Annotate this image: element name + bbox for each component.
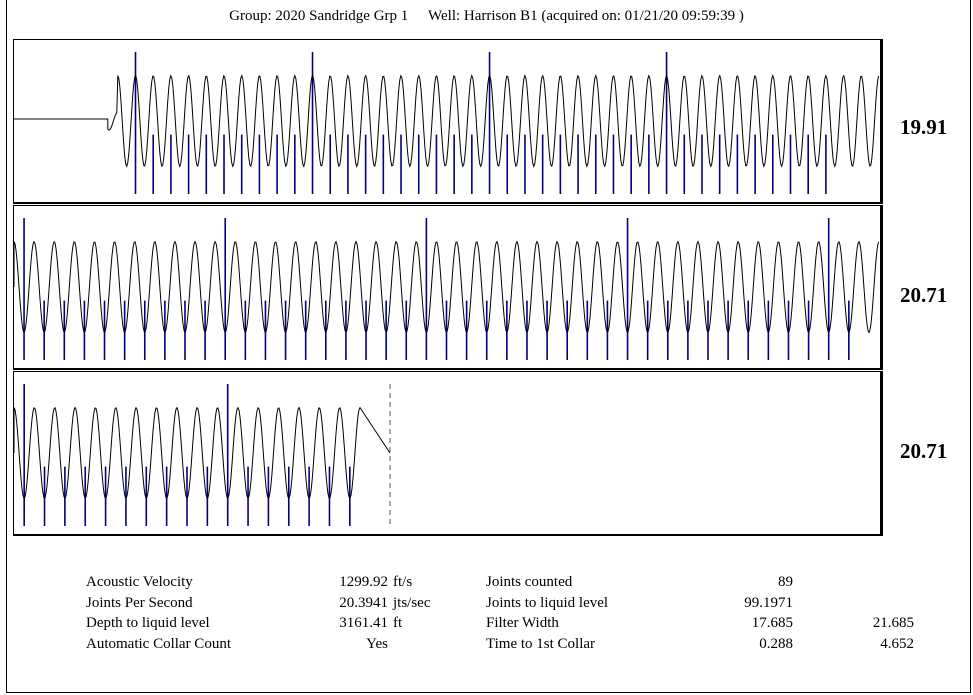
trace-svg-1 [14, 52, 879, 194]
joints-per-second-label: Joints Per Second [86, 594, 193, 611]
rate-label-3: 20.71 [900, 439, 948, 463]
extra-value-1 [818, 572, 914, 593]
param-values-left: 1299.92 20.3941 3161.41 Yes [300, 572, 388, 654]
velocity-unit: ft/s [393, 574, 413, 590]
param-labels-right: Joints counted Joints to liquid level Fi… [486, 572, 608, 654]
report-header: Group: 2020 Sandridge Grp 1 Well: Harris… [0, 8, 973, 25]
auto-collar-count-label: Automatic Collar Count [86, 635, 231, 652]
time-first-collar-value: 0.288 [759, 635, 793, 652]
time-first-collar-label: Time to 1st Collar [486, 635, 596, 652]
trace-panel-1 [13, 39, 883, 204]
acoustic-velocity-label: Acoustic Velocity [86, 574, 193, 590]
filter-width-secondary-value: 21.685 [872, 615, 914, 631]
joints-to-liquid-value: 99.1971 [744, 594, 793, 611]
extra-value-2 [818, 593, 914, 614]
filter-width-value: 17.685 [751, 615, 793, 631]
rate-label-1: 19.91 [900, 115, 948, 139]
acoustic-waveform [14, 240, 879, 334]
joints-per-second-value: 20.3941 [339, 594, 388, 611]
filter-width-label: Filter Width [486, 615, 559, 631]
acoustic-waveform [14, 406, 391, 500]
trace-panel-3 [13, 371, 883, 536]
auto-collar-count-value: Yes [366, 635, 388, 652]
acoustic-waveform [14, 74, 879, 168]
rate-label-2: 20.71 [900, 283, 948, 307]
group-title: Group: 2020 Sandridge Grp 1 [229, 8, 409, 24]
param-units: ft/s jts/sec ft [393, 572, 431, 654]
trace-svg-3 [14, 384, 391, 528]
depth-liquid-level-label: Depth to liquid level [86, 615, 210, 631]
depth-unit: ft [393, 615, 403, 631]
param-labels-left: Acoustic Velocity Joints Per Second Dept… [86, 572, 231, 654]
trace-panel-2 [13, 205, 883, 370]
well-title: Well: Harrison B1 (acquired on: 01/21/20… [428, 8, 744, 24]
joints-to-liquid-label: Joints to liquid level [486, 594, 609, 611]
joints-counted-value: 89 [778, 574, 793, 590]
trace-svg-2 [14, 218, 879, 360]
param-values-right: 89 99.1971 17.685 0.288 [705, 572, 793, 654]
time-first-collar-secondary-value: 4.652 [880, 635, 914, 652]
param-values-extra: 21.685 4.652 [818, 572, 914, 654]
report-frame [6, 0, 971, 693]
depth-liquid-level-value: 3161.41 [339, 615, 388, 631]
joints-counted-label: Joints counted [486, 574, 573, 590]
collar-unit [393, 634, 431, 655]
jps-unit: jts/sec [393, 594, 431, 611]
acoustic-velocity-value: 1299.92 [339, 574, 388, 590]
